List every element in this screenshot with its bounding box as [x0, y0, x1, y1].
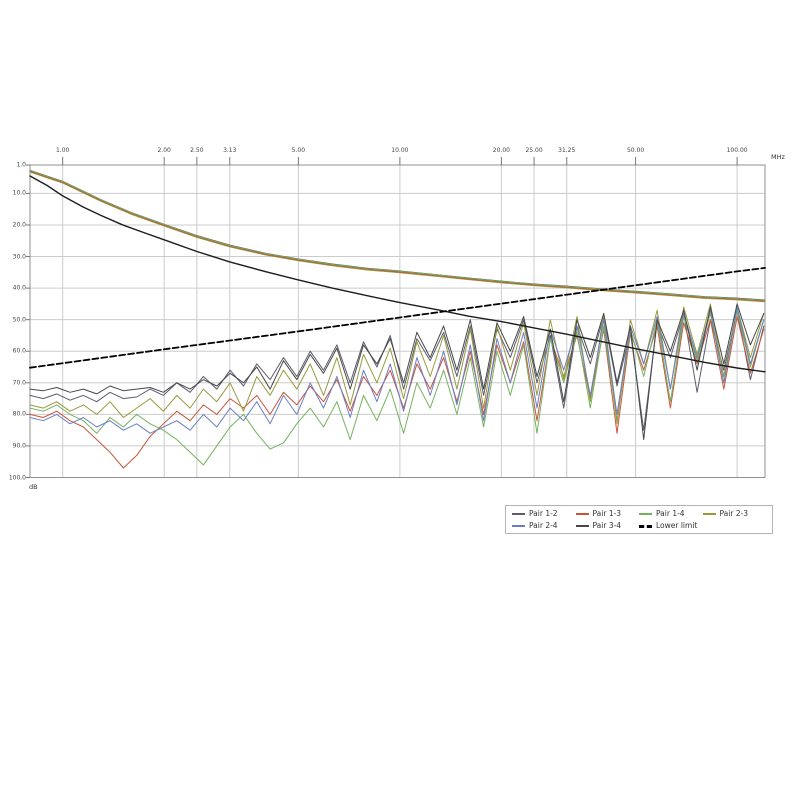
y-tick-label: 50.0: [12, 316, 26, 324]
y-tick-label: 80.0: [12, 410, 26, 418]
attenuation-bundle: [29, 170, 766, 302]
attenuation-bundle: [29, 170, 766, 302]
attenuation-bundle: [29, 171, 766, 303]
x-tick-label: 10.00: [391, 147, 409, 154]
smooth-black-curve: [29, 175, 766, 373]
x-tick-label: 5.00: [291, 147, 306, 154]
x-tick-label: 100.00: [726, 147, 748, 154]
trace-pair-3-4: [29, 303, 765, 441]
legend-swatch-pair-3-4: [575, 525, 589, 527]
x-tick-label: 50.00: [626, 147, 645, 154]
trace-pair-1-4: [29, 309, 765, 466]
y-tick-label: 60.0: [12, 347, 26, 355]
legend-label: Pair 3-4: [592, 521, 622, 530]
y-tick-label: 30.0: [12, 253, 26, 261]
trace-pair-2-4: [29, 306, 765, 434]
y-tick-label: 40.0: [12, 284, 26, 292]
trace-pair-1-3: [29, 316, 765, 469]
y-axis-unit-label: dB: [29, 483, 38, 491]
y-tick-label: 20.0: [12, 221, 26, 229]
y-tick-label: 10.0: [12, 189, 26, 197]
x-tick-label: 20.00: [492, 147, 510, 154]
legend-label: Pair 2-3: [719, 509, 749, 518]
lower-limit-line: [29, 266, 766, 369]
x-tick-label: 3.13: [223, 147, 237, 154]
attenuation-bundle: [29, 169, 766, 301]
y-tick-label: 70.0: [12, 379, 26, 387]
y-tick-label: 1.0: [16, 161, 26, 169]
legend-item-lower-limit: Lower limit: [639, 521, 703, 531]
y-tick-label: 100.0: [8, 474, 26, 481]
legend-item-pair-2-3: Pair 2-3: [702, 509, 767, 519]
legend-swatch-pair-2-4: [512, 525, 525, 527]
legend-swatch-pair-1-4: [639, 513, 652, 515]
x-tick-label: 2.50: [190, 147, 204, 154]
x-axis-unit-label: MHz: [771, 153, 785, 161]
legend-item-pair-1-3: Pair 1-3: [575, 509, 640, 519]
legend-item-pair-2-4: Pair 2-4: [512, 521, 576, 531]
legend-label: Pair 1-2: [529, 509, 558, 518]
plot-frame: [29, 164, 766, 478]
legend-item-pair-1-2: Pair 1-2: [512, 509, 576, 519]
y-tick-label: 90.0: [12, 442, 26, 450]
legend: Pair 1-2 Pair 1-3 Pair 1-4 Pair 2-3 Pair…: [505, 505, 773, 534]
legend-item-pair-1-4: Pair 1-4: [639, 509, 703, 519]
legend-swatch-pair-1-2: [512, 513, 525, 515]
x-tick-label: 2.00: [157, 147, 171, 154]
legend-label: Lower limit: [656, 521, 698, 530]
legend-label: Pair 2-4: [529, 521, 558, 530]
legend-label: Pair 1-4: [656, 509, 685, 518]
attenuation-bundle: [29, 170, 766, 301]
legend-swatch-pair-2-3: [702, 513, 716, 515]
legend-item-pair-3-4: Pair 3-4: [575, 521, 640, 531]
legend-swatch-pair-1-3: [575, 513, 589, 515]
x-tick-label: 1.00: [55, 147, 70, 154]
x-tick-label: 25.00: [525, 147, 543, 154]
x-tick-label: 31.25: [558, 147, 576, 154]
legend-label: Pair 1-3: [592, 509, 622, 518]
legend-swatch-lower-limit: [639, 524, 652, 528]
